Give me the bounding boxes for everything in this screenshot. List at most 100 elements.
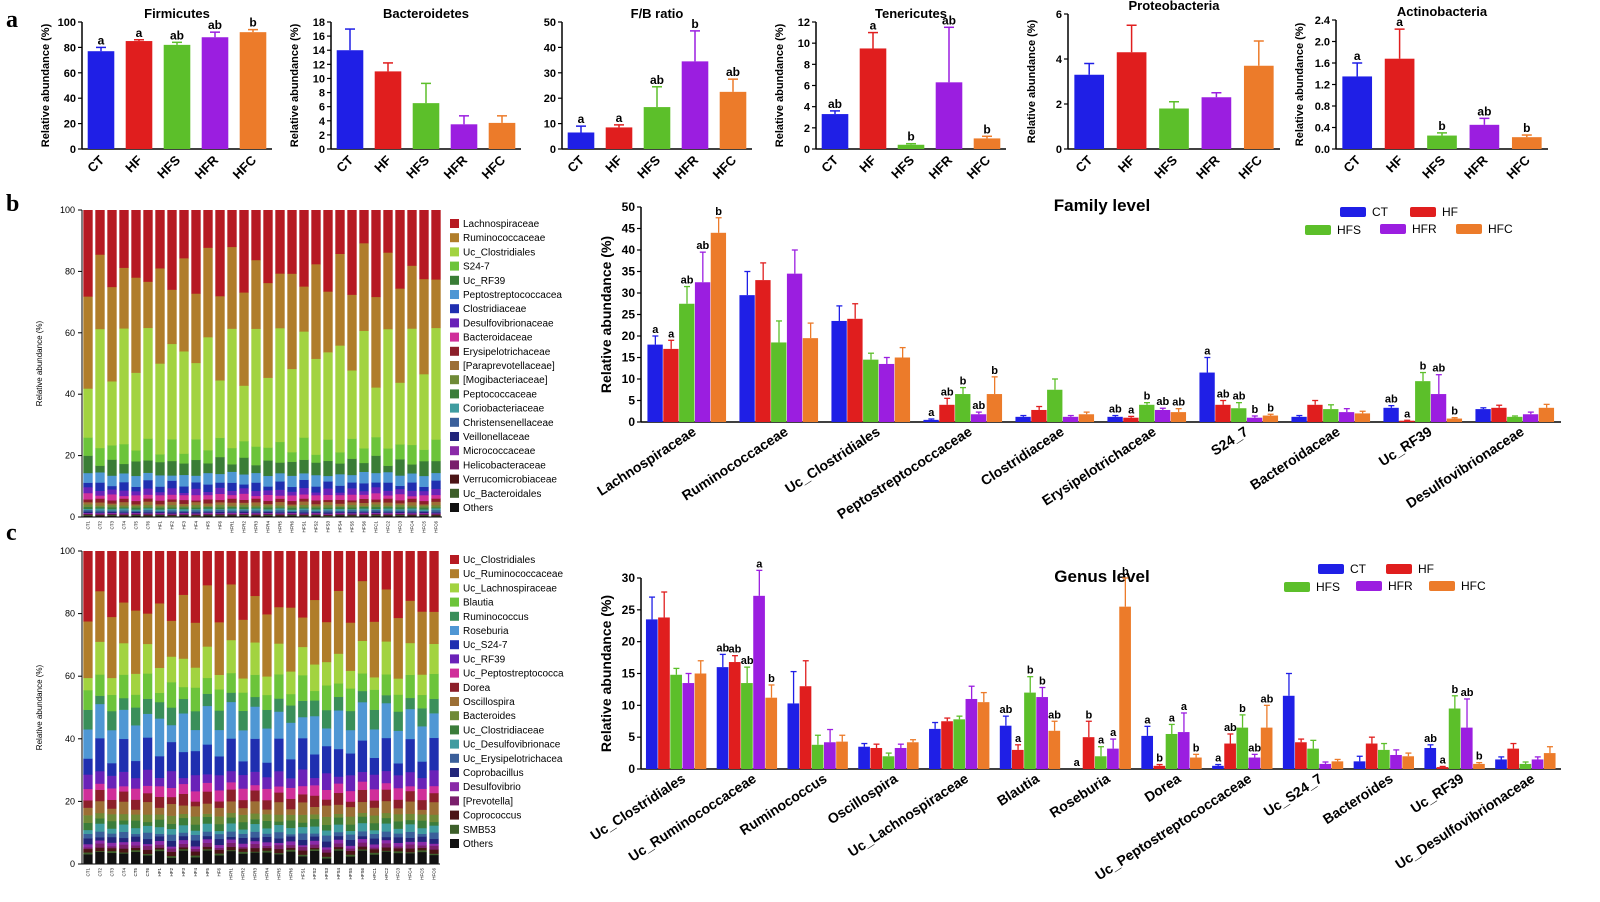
stack-segment: [335, 345, 345, 453]
stack-segment: [405, 642, 415, 675]
stack-segment: [202, 816, 212, 824]
bar-HFC: [488, 122, 516, 149]
stack-segment: [299, 512, 309, 514]
stack-segment: [95, 823, 105, 832]
stack-segment: [119, 267, 129, 329]
stack-segment: [167, 488, 177, 495]
stack-segment: [155, 462, 165, 476]
stack-segment: [214, 674, 224, 690]
legend-label: Uc_S24-7: [463, 640, 508, 651]
stack-segment: [166, 848, 177, 852]
stack-segment: [251, 515, 261, 516]
stack-segment: [381, 702, 391, 739]
stack-segment: [202, 823, 212, 832]
y-axis-label: Relative abundance (%): [35, 664, 44, 750]
significance-letter: b: [1451, 406, 1458, 418]
stack-segment: [215, 295, 225, 381]
stack-segment: [369, 822, 380, 831]
bar-HFR: [894, 747, 907, 769]
stack-segment: [202, 744, 212, 775]
stack-segment: [178, 805, 189, 815]
stack-segment: [142, 698, 153, 714]
bar-HF: [728, 662, 741, 769]
stack-segment: [311, 486, 321, 493]
stack-segment: [215, 482, 225, 488]
stack-segment: [179, 463, 189, 476]
stack-segment: [333, 835, 344, 840]
stack-segment: [417, 809, 427, 815]
stack-segment: [166, 707, 177, 726]
significance-letter: b: [1085, 709, 1092, 721]
y-tick-label: 6: [1056, 9, 1062, 21]
x-tick-label: HFR: [926, 152, 956, 182]
stack-segment: [335, 507, 345, 510]
stack-segment: [274, 771, 284, 787]
stack-segment: [154, 786, 165, 797]
stack-segment: [429, 838, 439, 844]
significance-letter: a: [1404, 408, 1411, 420]
stack-segment: [215, 437, 225, 458]
stack-segment: [287, 273, 297, 370]
stack-segment: [83, 854, 93, 865]
stack-segment: [178, 848, 189, 851]
stack-segment: [347, 508, 357, 511]
stack-segment: [287, 504, 297, 507]
stack-segment: [203, 491, 213, 496]
stack-segment: [274, 844, 284, 850]
stack-segment: [431, 494, 441, 499]
stack-segment: [178, 698, 189, 714]
stack-segment: [155, 505, 165, 508]
stack-segment: [250, 819, 260, 825]
stack-segment: [286, 693, 296, 706]
stack-segment: [407, 512, 417, 514]
y-tick-label: 8: [804, 59, 810, 71]
y-tick-label: 0: [804, 144, 810, 156]
stack-segment: [383, 515, 393, 518]
stack-segment: [371, 486, 381, 494]
legend-swatch: [450, 361, 459, 370]
x-tick-label: HFS1: [302, 521, 307, 533]
stack-segment: [95, 812, 105, 819]
bar-HFC: [719, 91, 747, 149]
legend-swatch: [450, 318, 459, 328]
significance-letter: a: [1015, 733, 1022, 745]
x-tick-label: HFC3: [396, 868, 401, 880]
stack-segment: [310, 818, 320, 827]
y-tick-label: 20: [65, 796, 75, 806]
bar-HFC: [1243, 65, 1274, 149]
stack-segment: [381, 851, 391, 865]
stack-segment: [274, 711, 284, 739]
stack-segment: [107, 763, 117, 776]
stack-segment: [359, 490, 369, 495]
stack-segment: [298, 844, 308, 847]
stack-segment: [369, 844, 380, 848]
stack-segment: [274, 831, 284, 839]
bar-HFS: [1307, 748, 1319, 769]
stack-segment: [298, 675, 308, 702]
y-tick-label: 25: [622, 308, 636, 322]
stack-segment: [107, 503, 117, 506]
stack-segment: [286, 820, 296, 829]
stack-segment: [191, 362, 201, 440]
x-tick-label: HFC: [710, 152, 740, 182]
stack-segment: [417, 694, 427, 709]
stack-segment: [395, 475, 405, 487]
stack-segment: [191, 475, 201, 483]
significance-letter: b: [715, 206, 722, 218]
stack-segment: [419, 449, 429, 462]
stack-segment: [383, 510, 393, 513]
bar-CT: [929, 728, 941, 769]
stack-segment: [419, 500, 429, 505]
stack-segment: [405, 844, 415, 849]
stack-segment: [298, 856, 308, 865]
stack-segment: [179, 515, 189, 518]
stack-segment: [321, 849, 332, 853]
stack-segment: [383, 515, 393, 516]
stack-segment: [369, 852, 380, 855]
bar-HFS: [1047, 389, 1063, 422]
y-tick-label: 14: [313, 45, 326, 57]
stack-segment: [263, 507, 273, 510]
stack-segment: [107, 799, 117, 809]
